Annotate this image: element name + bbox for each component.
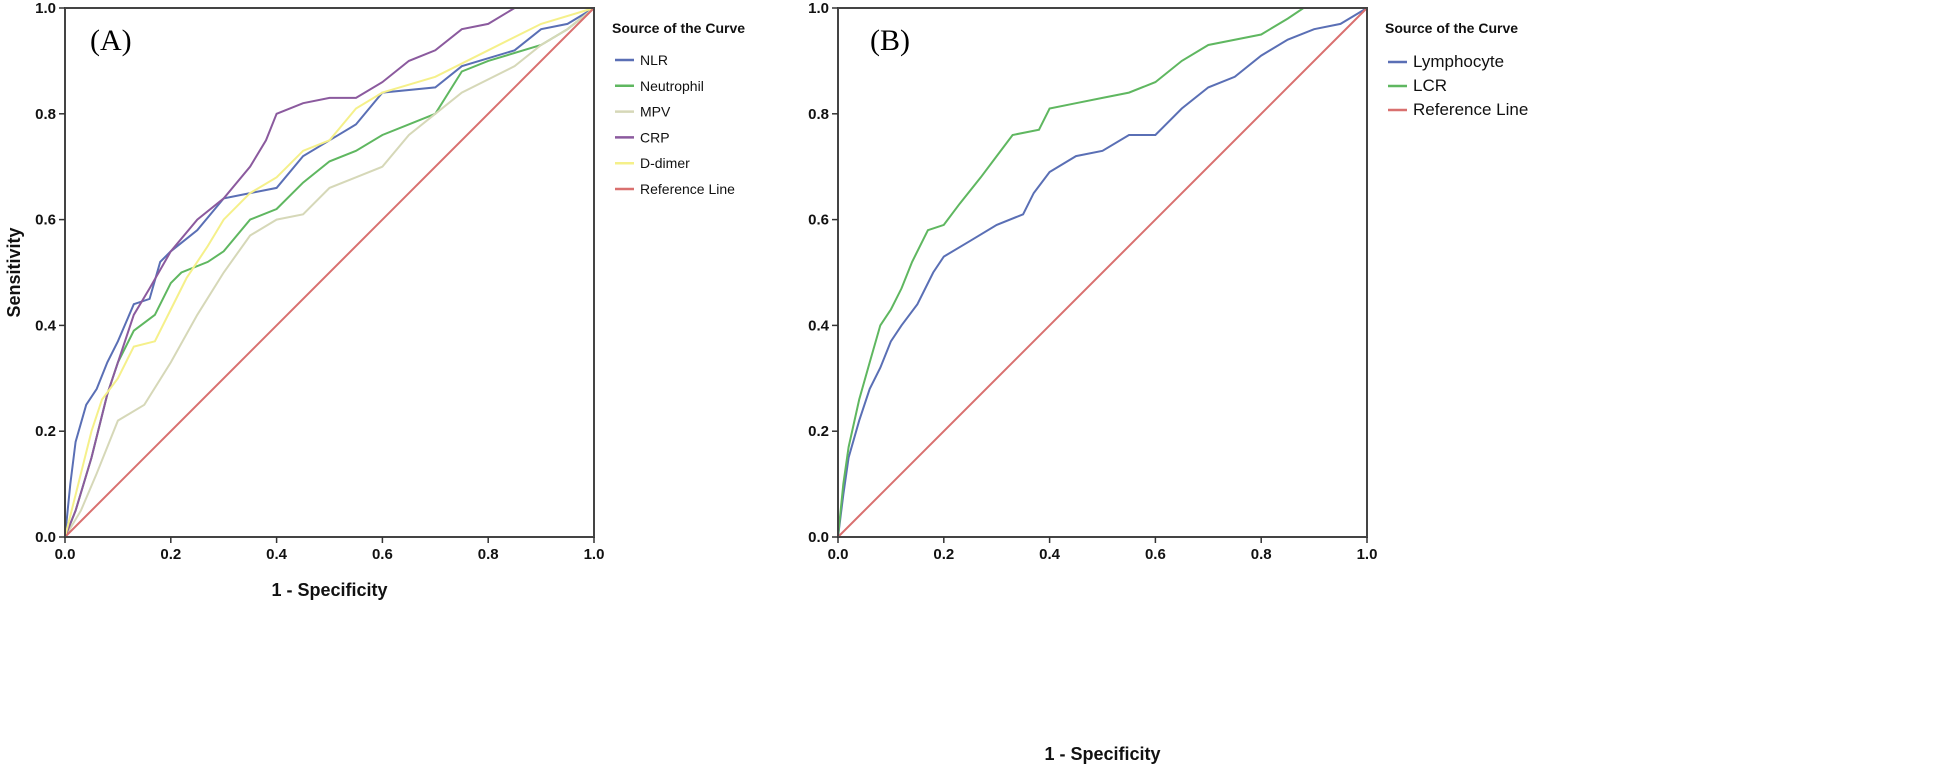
y-tick-label: 1.0 — [35, 0, 56, 17]
legend-entry: Reference Line — [640, 181, 735, 197]
x-tick-label: 0.2 — [933, 546, 954, 563]
x-tick-label: 1.0 — [1357, 546, 1378, 563]
y-tick-label: 0.0 — [35, 529, 56, 546]
roc-panel-a: 0.0 0.2 0.4 0.6 0.8 1.0 0.0 0.2 0.4 0.6 0.8 1.0 (A) 1… — [4, 0, 745, 600]
legend-entry: Reference Line — [1413, 100, 1528, 119]
series-line-crp — [64, 7, 594, 538]
x-axis-label: 1 - Specificity — [1044, 744, 1160, 764]
y-tick-label: 0.4 — [808, 317, 830, 334]
y-tick-label: 0.0 — [808, 529, 829, 546]
legend: Source of the Curve NLR Neutrophil MPV CRP D-… — [612, 20, 745, 197]
legend: Source of the Curve Lymphocyte LCR Referenc… — [1385, 20, 1528, 119]
series-line-d-dimer — [64, 7, 595, 538]
x-tick-label: 0.6 — [372, 546, 393, 563]
roc-panel-b: 0.0 0.2 0.4 0.6 0.8 1.0 0.0 0.2 0.4 0.6 0.8 1.0 (B) 1… — [808, 0, 1528, 764]
y-tick-label: 0.2 — [808, 423, 829, 440]
x-tick-label: 0.0 — [828, 546, 849, 563]
legend-entry: Lymphocyte — [1413, 52, 1504, 71]
legend-entry: NLR — [640, 52, 668, 68]
series-line-reference-line — [837, 7, 1368, 538]
y-tick-label: 0.2 — [35, 423, 56, 440]
y-axis-label: Sensitivity — [4, 227, 24, 317]
series-line-mpv — [64, 7, 595, 538]
x-tick-label: 0.8 — [478, 546, 499, 563]
y-tick-label: 0.4 — [35, 317, 57, 334]
x-axis-label: 1 - Specificity — [271, 580, 387, 600]
series-line-reference-line — [64, 7, 595, 538]
series-line-lymphocyte — [837, 7, 1368, 538]
panel-label: (B) — [870, 24, 910, 57]
series-line-lcr — [837, 7, 1367, 538]
plot-frame — [837, 7, 1368, 538]
y-tick-label: 0.8 — [35, 106, 56, 123]
panel-label: (A) — [90, 24, 132, 57]
legend-entry: CRP — [640, 129, 670, 145]
y-tick-label: 1.0 — [808, 0, 829, 17]
legend-entry: LCR — [1413, 76, 1447, 95]
y-tick-label: 0.8 — [808, 106, 829, 123]
plot-frame — [64, 7, 595, 538]
x-tick-label: 0.8 — [1251, 546, 1272, 563]
legend-title: Source of the Curve — [1385, 20, 1518, 36]
x-tick-label: 0.4 — [266, 546, 288, 563]
legend-entry: Neutrophil — [640, 78, 704, 94]
legend-title: Source of the Curve — [612, 20, 745, 36]
y-tick-label: 0.6 — [35, 212, 56, 229]
x-tick-label: 0.6 — [1145, 546, 1166, 563]
x-tick-label: 1.0 — [584, 546, 605, 563]
y-tick-label: 0.6 — [808, 212, 829, 229]
legend-entry: MPV — [640, 104, 671, 120]
x-tick-label: 0.0 — [55, 546, 76, 563]
x-tick-label: 0.2 — [160, 546, 181, 563]
legend-entry: D-dimer — [640, 155, 690, 171]
x-tick-label: 0.4 — [1039, 546, 1061, 563]
